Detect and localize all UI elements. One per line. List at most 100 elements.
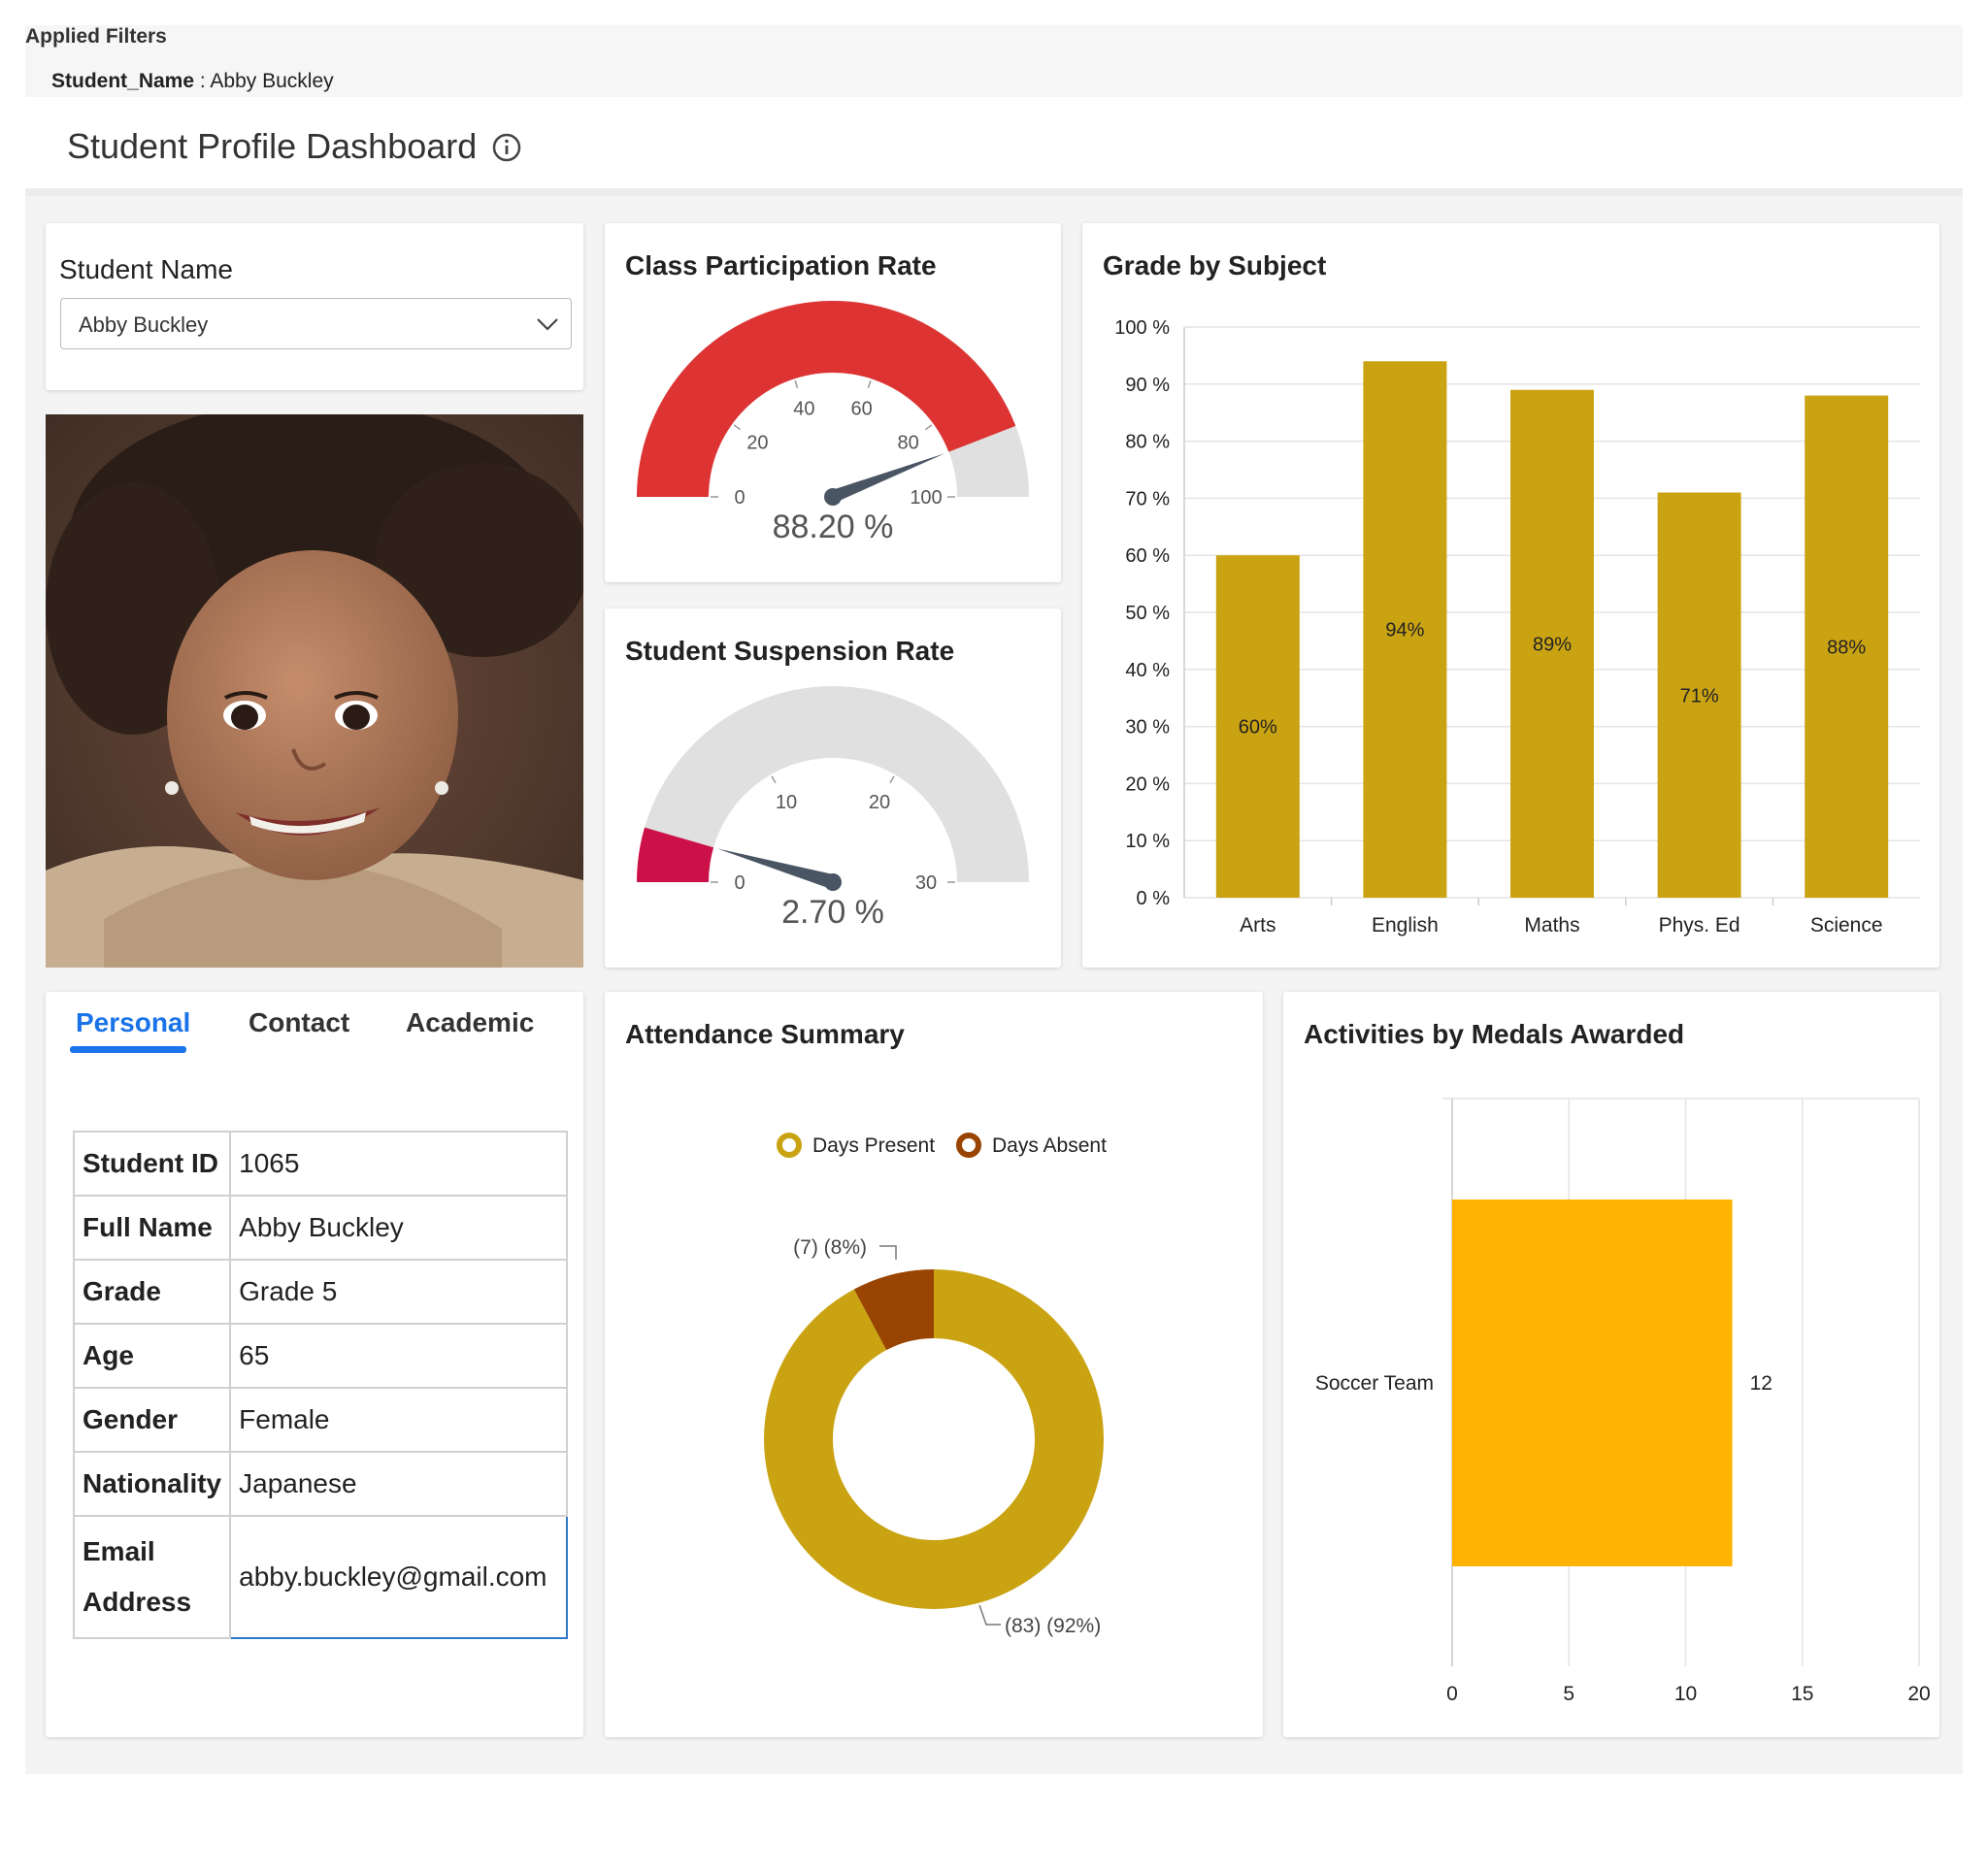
grade-y-tick-label: 50 % (1125, 603, 1170, 624)
medals-x-tick-label: 0 (1446, 1683, 1458, 1705)
field-key: Student ID (72, 1131, 232, 1197)
donut-slice-present (763, 1269, 1104, 1609)
legend-label: Days Present (812, 1134, 935, 1157)
donut-leader-absent (879, 1245, 897, 1260)
donut-label-present: (83) (92%) (1005, 1615, 1101, 1637)
grade-y-tick-label: 80 % (1125, 432, 1170, 453)
field-value[interactable]: abby.buckley@gmail.com (229, 1515, 568, 1639)
grade-bar (1657, 492, 1741, 898)
field-key: Nationality (72, 1451, 232, 1517)
field-value: Japanese (229, 1451, 568, 1517)
attendance-card: Attendance Summary Days Present Days Abse… (605, 992, 1263, 1737)
suspension-gauge-tick-label: 10 (776, 792, 797, 813)
suspension-title: Student Suspension Rate (625, 636, 955, 666)
grade-y-tick-label: 70 % (1125, 488, 1170, 509)
suspension-gauge-card: Student Suspension Rate 0 10 20 30 2.70 % (605, 608, 1061, 968)
student-select-card: Student Name Abby Buckley (46, 223, 583, 390)
participation-gauge-tick (794, 379, 799, 389)
medal-bar (1452, 1199, 1733, 1566)
grade-y-tick-label: 30 % (1125, 717, 1170, 739)
table-row: Nationality Japanese (72, 1451, 568, 1517)
tab-personal[interactable]: Personal (76, 1007, 191, 1037)
student-name-dropdown[interactable]: Abby Buckley (60, 298, 572, 349)
dashboard-header: Student Profile Dashboard (25, 97, 1963, 196)
personal-info-table: Student ID 1065 Full Name Abby Buckley Gra… (72, 1131, 568, 1639)
suspension-gauge-fill (637, 827, 714, 882)
participation-gauge-tick-label: 60 (851, 399, 873, 420)
grade-x-tick-label: Phys. Ed (1659, 914, 1740, 936)
student-photo (46, 414, 583, 968)
field-value: Grade 5 (229, 1259, 568, 1325)
attendance-legend: Days Present Days Absent (777, 1133, 1107, 1158)
page-title: Student Profile Dashboard (67, 126, 478, 166)
field-value: Female (229, 1387, 568, 1453)
participation-title: Class Participation Rate (625, 250, 937, 280)
tab-contact[interactable]: Contact (248, 1007, 350, 1037)
tab-academic[interactable]: Academic (406, 1007, 535, 1037)
filter-separator: : (194, 70, 211, 92)
donut-slice-absent (853, 1269, 934, 1351)
medals-x-tick-label: 20 (1907, 1683, 1930, 1705)
medal-bar-label: 12 (1750, 1372, 1773, 1395)
medals-x-tick-label: 10 (1674, 1683, 1697, 1705)
field-value: 1065 (229, 1131, 568, 1197)
applied-filters-panel: Applied Filters Student_Name : Abby Buck… (25, 25, 1963, 97)
suspension-gauge-track (637, 686, 1029, 882)
table-row: Full Name Abby Buckley (72, 1195, 568, 1261)
applied-filters-title: Applied Filters (25, 25, 167, 48)
grade-bar (1805, 395, 1889, 898)
grade-y-tick-label: 90 % (1125, 375, 1170, 396)
participation-gauge-fill (637, 301, 1016, 497)
table-row: Grade Grade 5 (72, 1259, 568, 1325)
student-name-label: Student Name (59, 254, 233, 284)
attendance-title: Attendance Summary (625, 1019, 905, 1049)
applied-filter-row: Student_Name : Abby Buckley (51, 70, 334, 93)
table-row: Gender Female (72, 1387, 568, 1453)
grade-bar-label: 71% (1680, 685, 1719, 706)
suspension-gauge-tick-label: 0 (734, 872, 745, 894)
grade-bar (1215, 555, 1300, 898)
legend-swatch (956, 1133, 981, 1158)
table-row: Age 65 (72, 1323, 568, 1389)
table-row: Email Address abby.buckley@gmail.com (72, 1515, 568, 1639)
grade-bar-label: 60% (1239, 717, 1277, 739)
participation-gauge-tick-label: 0 (734, 487, 745, 509)
grade-y-tick-label: 20 % (1125, 773, 1170, 795)
grade-chart-card: Grade by Subject 0 % 10 % 20 % 30 % 40 % 50 %… (1082, 223, 1939, 968)
donut-leader-present (978, 1604, 1001, 1626)
chevron-down-icon (537, 318, 558, 331)
info-tabs: Personal Contact Academic (46, 992, 583, 1069)
grade-y-tick-label: 60 % (1125, 545, 1170, 567)
field-value: Abby Buckley (229, 1195, 568, 1261)
participation-gauge-tick-label: 80 (898, 433, 919, 454)
field-key: Age (72, 1323, 232, 1389)
student-name-selected: Abby Buckley (79, 312, 209, 337)
grade-bar-chart: 0 % 10 % 20 % 30 % 40 % 50 % 60 % 70 % 80 % 90 % 1… (1114, 317, 1920, 936)
legend-swatch (777, 1133, 802, 1158)
grade-y-tick-label: 0 % (1137, 888, 1171, 909)
participation-gauge-tick-label: 40 (793, 399, 814, 420)
suspension-gauge-tick (889, 775, 895, 784)
grade-x-tick-label: Science (1810, 914, 1883, 936)
participation-gauge-tick (867, 379, 872, 389)
participation-gauge-card: Class Participation Rate 0 20 40 60 80 100 88.… (605, 223, 1061, 582)
grade-bar-label: 88% (1827, 637, 1866, 658)
medals-x-tick-label: 5 (1563, 1683, 1574, 1705)
suspension-gauge-tick (771, 775, 777, 784)
participation-gauge-needle (829, 453, 945, 506)
medals-title: Activities by Medals Awarded (1304, 1019, 1685, 1049)
field-key: Gender (72, 1387, 232, 1453)
suspension-gauge-needle-hub (824, 873, 842, 891)
field-key: Full Name (72, 1195, 232, 1261)
info-icon[interactable] (491, 132, 522, 163)
participation-gauge-value: 88.20 % (773, 509, 894, 545)
field-key: Grade (72, 1259, 232, 1325)
participation-gauge-needle-hub (824, 488, 842, 506)
grade-x-tick-label: English (1372, 914, 1439, 936)
donut-label-absent: (7) (8%) (793, 1236, 867, 1259)
filter-key: Student_Name (51, 70, 195, 92)
table-row: Student ID 1065 (72, 1131, 568, 1197)
grade-bar-label: 94% (1385, 620, 1424, 641)
active-tab-indicator (70, 1046, 186, 1053)
grade-y-tick-label: 40 % (1125, 660, 1170, 681)
